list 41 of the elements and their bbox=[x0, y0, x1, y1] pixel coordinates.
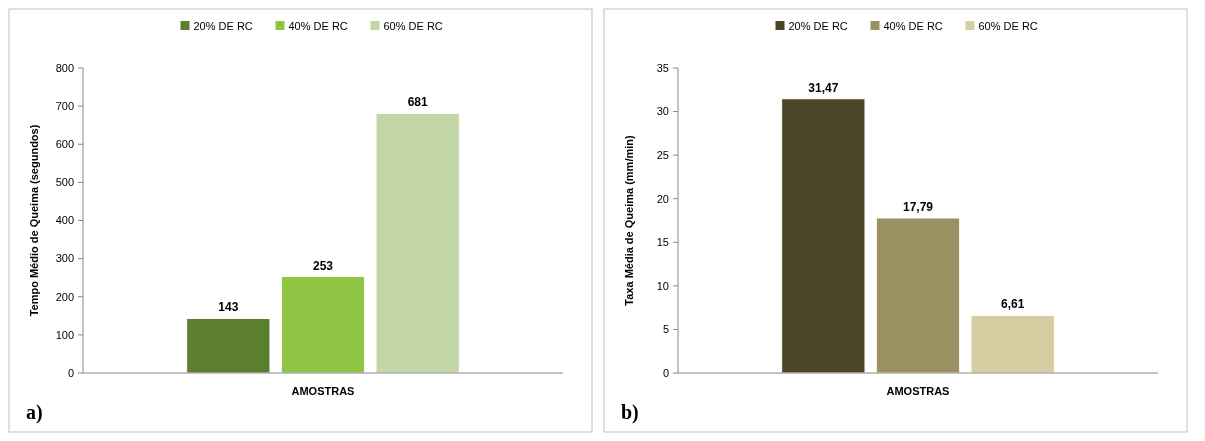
data-label: 31,47 bbox=[808, 80, 839, 95]
data-label: 681 bbox=[407, 95, 429, 110]
legend-label: 60% DE RC bbox=[978, 20, 1038, 32]
text: b) bbox=[621, 401, 639, 424]
y-tick-label: 700 bbox=[55, 99, 74, 112]
bar bbox=[970, 314, 1055, 374]
legend-label: 40% DE RC bbox=[288, 20, 348, 32]
bar bbox=[375, 112, 460, 374]
y-tick-label: 35 bbox=[656, 61, 669, 74]
y-tick-label: 600 bbox=[55, 138, 74, 151]
y-tick-label: 20 bbox=[656, 192, 669, 205]
legend-label: 20% DE RC bbox=[788, 20, 848, 32]
y-tick-label: 0 bbox=[67, 366, 74, 379]
y-tick-label: 30 bbox=[656, 105, 669, 118]
x-axis-title: AMOSTRAS bbox=[886, 385, 950, 397]
y-tick-label: 0 bbox=[662, 366, 669, 379]
data-label: 6,61 bbox=[1000, 297, 1025, 312]
y-tick-label: 200 bbox=[55, 290, 74, 303]
x-axis-title: AMOSTRAS bbox=[291, 385, 355, 397]
y-tick-label: 5 bbox=[662, 323, 669, 336]
legend-label: 20% DE RC bbox=[193, 20, 253, 32]
data-label: 17,79 bbox=[902, 199, 934, 214]
legend-label: 40% DE RC bbox=[883, 20, 943, 32]
y-axis-title: Tempo Médio de Queima (segundos) bbox=[28, 124, 40, 317]
data-label: 143 bbox=[218, 300, 239, 315]
y-tick-label: 100 bbox=[55, 328, 74, 341]
data-label: 253 bbox=[312, 258, 334, 273]
y-tick-label: 15 bbox=[656, 236, 669, 249]
y-tick-label: 10 bbox=[656, 279, 669, 292]
y-tick-label: 400 bbox=[55, 214, 74, 227]
text: a) bbox=[26, 401, 43, 424]
y-tick-label: 25 bbox=[656, 148, 669, 161]
y-axis-title: Taxa Média de Queima (mm/min) bbox=[623, 135, 635, 306]
legend-label: 60% DE RC bbox=[383, 20, 443, 32]
bar bbox=[781, 98, 866, 374]
y-tick-label: 800 bbox=[55, 61, 74, 74]
y-tick-label: 300 bbox=[55, 252, 74, 265]
y-tick-label: 500 bbox=[55, 176, 74, 189]
bar bbox=[875, 217, 961, 374]
bar bbox=[280, 276, 366, 374]
bar bbox=[186, 317, 271, 374]
